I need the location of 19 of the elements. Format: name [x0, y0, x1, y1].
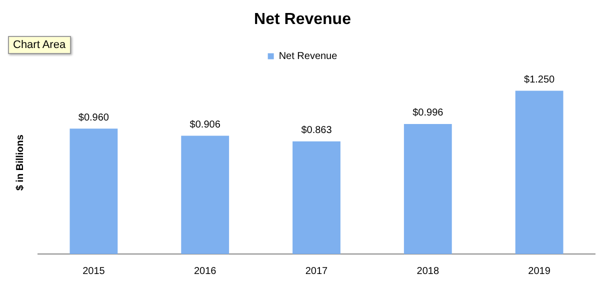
text: Chart Area [8, 36, 71, 54]
x-tick-label: 2016 [194, 266, 217, 277]
data-label: $1.250 [524, 74, 556, 86]
legend-label: Net Revenue [278, 50, 338, 62]
x-tick-label: 2015 [82, 266, 106, 277]
bar [181, 136, 230, 254]
data-label: $0.960 [78, 112, 110, 124]
bar [70, 128, 118, 254]
data-label: $0.863 [301, 125, 332, 136]
bar [404, 124, 452, 254]
x-tick-label: 2019 [528, 266, 551, 277]
data-label: $0.906 [190, 119, 221, 130]
bar [515, 90, 564, 254]
data-label: $0.996 [412, 108, 444, 119]
x-tick-label: 2017 [305, 266, 328, 277]
chart-title: Net Revenue [254, 11, 352, 28]
y-axis-title: $ in Billions [14, 134, 26, 191]
x-tick-label: 2018 [416, 266, 440, 277]
bar [292, 141, 340, 254]
